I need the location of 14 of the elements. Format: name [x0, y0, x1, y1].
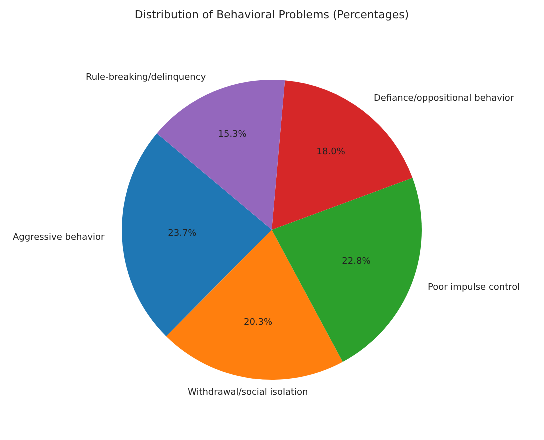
- pie-slice: [157, 80, 286, 230]
- slice-label: Aggressive behavior: [13, 233, 106, 243]
- data-label: 18.0%: [316, 147, 346, 158]
- data-label: 23.7%: [168, 229, 198, 240]
- slice-label: Withdrawal/social isolation: [188, 388, 308, 398]
- data-label: 20.3%: [244, 318, 274, 328]
- slice-label: Rule-breaking/delinquency: [86, 73, 207, 83]
- pie-slice: [272, 178, 422, 362]
- slice-label: Defiance/oppositional behavior: [374, 94, 514, 104]
- slice-label: Poor impulse control: [428, 283, 520, 293]
- chart-title: Distribution of Behavioral Problems (Percentages): [134, 8, 410, 22]
- pie-slice: [166, 230, 343, 380]
- data-label: 15.3%: [218, 130, 248, 140]
- data-label: 22.8%: [342, 257, 372, 268]
